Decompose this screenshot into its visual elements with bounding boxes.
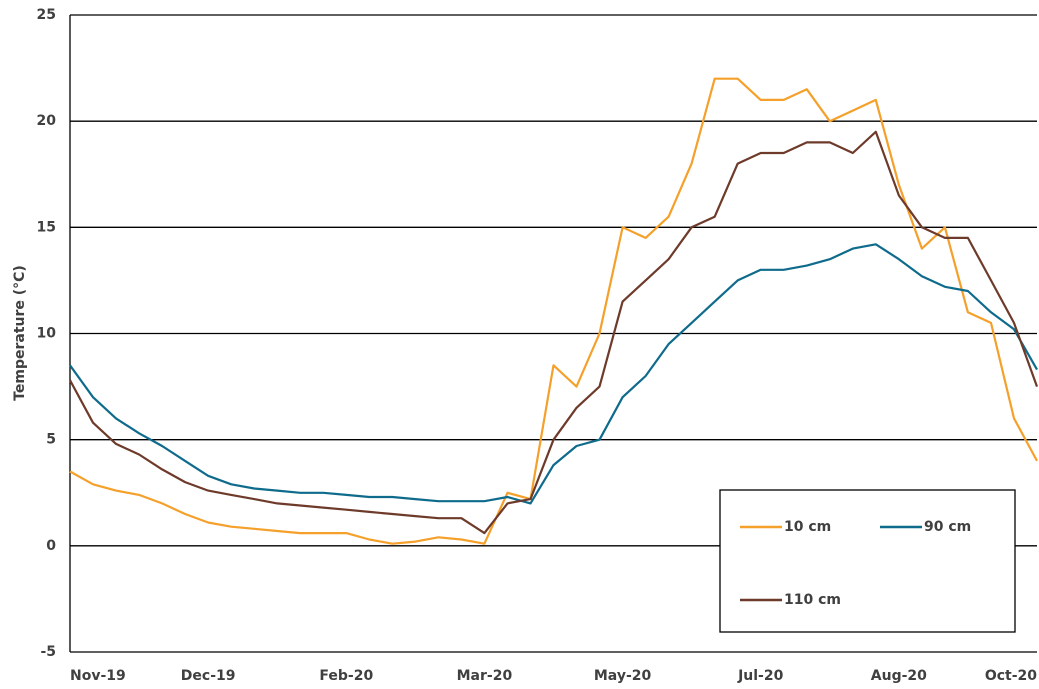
legend-label: 110 cm [784, 592, 841, 608]
y-tick-label: 5 [46, 432, 56, 448]
y-axis-label: Temperature (°C) [12, 265, 28, 401]
x-tick-label: Oct-20 [985, 668, 1037, 684]
y-tick-label: 15 [37, 219, 56, 235]
y-tick-label: 0 [46, 538, 56, 554]
legend-box [719, 489, 1016, 633]
y-tick-label: 10 [37, 326, 57, 342]
series-line [69, 243, 1038, 505]
series-line [69, 77, 1038, 545]
x-tick-label: Dec-19 [181, 668, 236, 684]
legend-label: 90 cm [924, 519, 971, 535]
x-tick-label: Nov-19 [70, 668, 126, 684]
x-tick-label: Feb-20 [319, 668, 373, 684]
series-line [69, 130, 1039, 535]
legend-label: 10 cm [784, 519, 831, 535]
x-tick-label: Jul-20 [737, 668, 784, 684]
y-tick-label: 25 [37, 7, 56, 23]
y-tick-label: 20 [37, 113, 57, 129]
x-tick-label: May-20 [594, 668, 652, 684]
y-tick-label: -5 [40, 644, 56, 660]
x-tick-label: Aug-20 [871, 668, 927, 684]
x-tick-label: Mar-20 [457, 668, 513, 684]
